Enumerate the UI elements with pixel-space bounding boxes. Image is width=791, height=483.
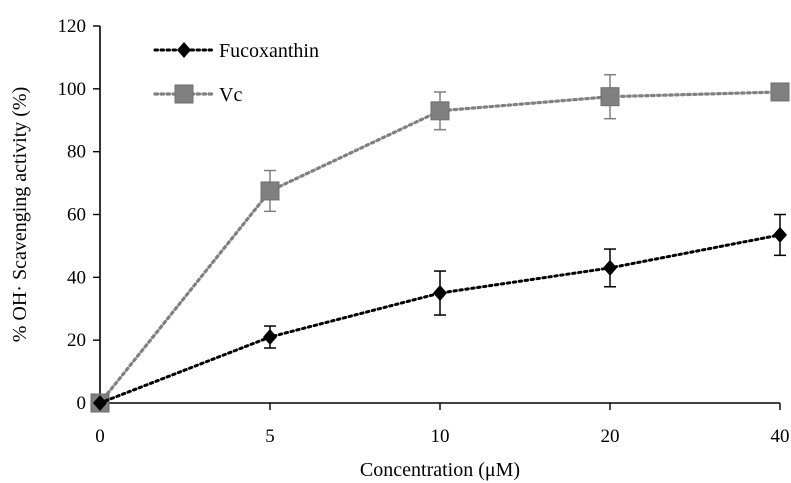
legend-marker-fucoxanthin [177, 42, 191, 58]
data-point-fucoxanthin [603, 259, 617, 276]
legend-item-fucoxanthin: Fucoxanthin [153, 40, 319, 62]
legend: Fucoxanthin Vc [153, 40, 319, 106]
legend-label-fucoxanthin: Fucoxanthin [219, 40, 319, 62]
plot-area: 0 20 40 60 80 100 120 0 5 10 20 40 [58, 16, 790, 447]
x-tick-label: 10 [431, 426, 450, 447]
x-tick-label: 5 [265, 426, 275, 447]
x-tick-label: 40 [771, 426, 790, 447]
y-axis-title: % OH· Scavenging activity (%) [9, 87, 31, 342]
series-line-fucoxanthin [98, 233, 782, 405]
series-line-vc [98, 90, 782, 405]
y-tick-label: 0 [77, 393, 87, 414]
legend-label-vc: Vc [219, 84, 242, 106]
y-tick-label: 80 [67, 142, 86, 163]
data-point-vc [430, 101, 450, 121]
x-tick-label: 20 [601, 426, 620, 447]
y-tick-label: 20 [67, 330, 86, 351]
data-point-vc [770, 82, 790, 102]
legend-item-vc: Vc [153, 84, 242, 106]
y-tick-label: 120 [58, 16, 87, 37]
y-tick-label: 60 [67, 205, 86, 226]
data-point-fucoxanthin [773, 226, 787, 243]
y-tick-label: 100 [58, 79, 87, 100]
x-axis-title: Concentration (μM) [360, 459, 520, 481]
data-point-fucoxanthin [433, 285, 447, 302]
data-point-fucoxanthin [263, 329, 277, 346]
legend-marker-vc [174, 84, 194, 104]
data-point-vc [600, 87, 620, 107]
data-point-fucoxanthin [93, 395, 107, 411]
data-point-vc [260, 181, 280, 201]
x-tick-label: 0 [95, 426, 105, 447]
y-tick-label: 40 [67, 267, 86, 288]
